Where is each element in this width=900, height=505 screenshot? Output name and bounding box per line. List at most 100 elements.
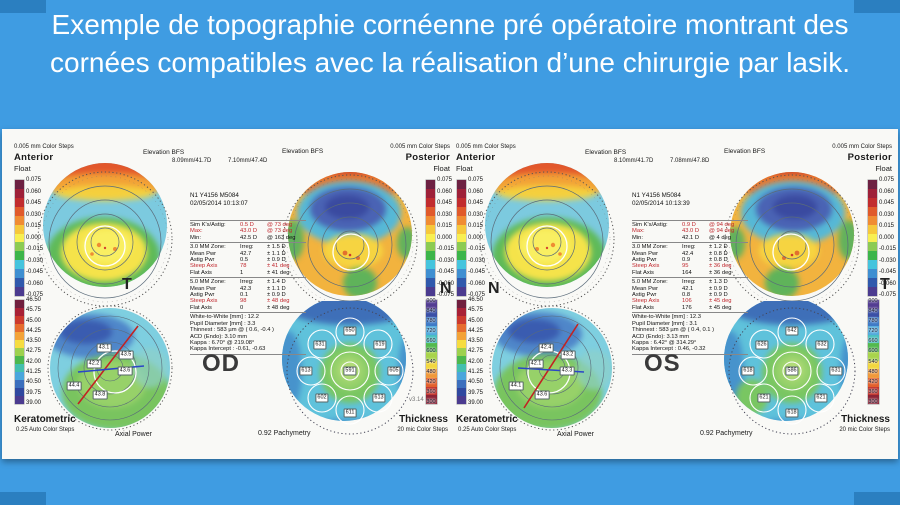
colorbar-segment bbox=[457, 300, 466, 308]
pachymetry-label: 0.92 Pachymetry bbox=[258, 430, 311, 437]
colorbar-segment bbox=[15, 356, 24, 364]
pachymetry-value-tag: 613 bbox=[299, 366, 313, 376]
scale-tick-label: 44.25 bbox=[26, 327, 42, 334]
scale-tick-label: 420 bbox=[426, 378, 436, 385]
bfs-back-value: 7.08mm/47.8D bbox=[670, 158, 710, 164]
scale-tick-label: -0.045 bbox=[437, 269, 455, 275]
elevation-bfs-label-back: Elevation BFS bbox=[724, 148, 766, 155]
colorbar-segment bbox=[868, 378, 879, 387]
scale-tick-label: -0.075 bbox=[437, 292, 455, 298]
stat-row: Flat Axis 0 ± 48 deg bbox=[190, 304, 290, 311]
info-row: ACD (Endo): 3.10 mm bbox=[190, 333, 248, 340]
colorbar-segment bbox=[426, 386, 437, 396]
corner-tab-top-right bbox=[854, 0, 900, 13]
colorbar-segment bbox=[457, 372, 466, 380]
scale-tick-label: 660 bbox=[868, 338, 878, 345]
scale-tick-label: 540 bbox=[868, 358, 878, 365]
stat-row: Astig Pwr 0.9 ± 0.8 D bbox=[632, 257, 728, 264]
keratometric-steps-label: 0.25 Auto Color Steps bbox=[16, 427, 75, 433]
colorbar-segment bbox=[457, 396, 466, 404]
stat-row: 3.0 MM Zone: Irreg: ± 1.5 D bbox=[190, 244, 286, 251]
temporal-label: T bbox=[880, 276, 890, 293]
colorbar-segment bbox=[15, 372, 24, 380]
posterior-elevation-map bbox=[717, 165, 867, 315]
patient-id: N1 Y4156 M5084 bbox=[190, 192, 239, 199]
thickness-steps-label: 20 mic Color Steps bbox=[839, 427, 890, 433]
anterior-map-title: Anterior bbox=[456, 152, 496, 163]
colorbar-segment bbox=[868, 300, 879, 309]
pachymetry-value-tag: 642 bbox=[785, 326, 799, 336]
posterior-elevation-scale-labels: 0.075 0.060 0.045 0.030 0.015 0.000 -0.015 -0.0… bbox=[437, 177, 463, 298]
scale-tick-label: -0.075 bbox=[879, 292, 897, 298]
scale-tick-label: -0.045 bbox=[26, 269, 44, 275]
pachymetry-value-tag: 619 bbox=[373, 340, 387, 350]
scale-tick-label: 480 bbox=[868, 368, 878, 375]
thickness-colorbar bbox=[868, 300, 879, 405]
stat-row: Steep Axis 98 ± 48 deg bbox=[190, 298, 290, 305]
colorbar-segment bbox=[868, 308, 879, 318]
stat-row: Astig Pwr 0.1 ± 0.9 D bbox=[190, 292, 286, 299]
colorbar-segment bbox=[426, 352, 437, 361]
colorbar-segment bbox=[15, 380, 24, 388]
pachymetry-value-tag: 650 bbox=[343, 326, 357, 336]
colorbar-segment bbox=[457, 287, 466, 296]
scale-tick-label: 45.00 bbox=[26, 317, 42, 324]
colorbar-segment bbox=[868, 180, 877, 189]
scale-tick-label: 0.000 bbox=[26, 234, 42, 241]
scale-tick-label: 39.00 bbox=[26, 399, 42, 406]
scale-tick-label: 0.060 bbox=[437, 188, 453, 195]
scale-tick-label: 300 bbox=[868, 398, 878, 405]
scale-tick-label: -0.030 bbox=[879, 257, 897, 264]
pachymetry-value-tag: 632 bbox=[815, 340, 829, 350]
scale-tick-label: -0.030 bbox=[437, 257, 455, 264]
anterior-float-label: Float bbox=[456, 164, 473, 173]
anterior-elevation-scale-labels: 0.075 0.060 0.045 0.030 0.015 0.000 -0.015 -0.0… bbox=[26, 177, 52, 298]
keratometry-value-tag: 43.6 bbox=[534, 390, 550, 400]
stat-row: Steep Axis 95 ± 36 deg bbox=[632, 263, 732, 270]
anterior-elevation-map bbox=[30, 162, 180, 312]
scale-tick-label: 0.000 bbox=[879, 234, 895, 241]
scale-tick-label: -0.015 bbox=[879, 246, 897, 252]
colorbar-segment bbox=[15, 364, 24, 372]
pachymetry-label: 0.92 Pachymetry bbox=[700, 430, 753, 437]
colorbar-segment bbox=[15, 224, 24, 234]
colorbar-segment bbox=[426, 326, 437, 335]
keratometric-title: Keratometric bbox=[14, 414, 76, 425]
colorbar-segment bbox=[15, 332, 24, 340]
scale-tick-label: 840 bbox=[868, 308, 878, 315]
thickness-colorbar bbox=[426, 300, 437, 405]
scale-tick-label: 0.045 bbox=[26, 200, 42, 206]
scale-tick-label: 0.045 bbox=[437, 200, 453, 206]
info-row: Kappa Intercept : -0.61, -0.63 bbox=[190, 346, 266, 353]
colorbar-segment bbox=[426, 269, 435, 279]
anterior-float-label: Float bbox=[14, 164, 31, 173]
colorbar-segment bbox=[457, 269, 466, 279]
colorbar-segment bbox=[457, 340, 466, 348]
scale-tick-label: 45.75 bbox=[468, 307, 484, 314]
exam-datetime: 02/05/2014 10:13:07 bbox=[190, 199, 248, 207]
colorbar-segment bbox=[15, 233, 24, 243]
pachymetry-value-tag: 586 bbox=[785, 366, 799, 376]
bfs-front-value: 8.09mm/41.7D bbox=[172, 158, 212, 164]
scale-tick-label: 0.030 bbox=[26, 211, 42, 218]
colorbar-segment bbox=[457, 215, 466, 225]
colorbar-segment bbox=[457, 332, 466, 340]
colorbar-segment bbox=[15, 251, 24, 261]
colorbar-segment bbox=[15, 260, 24, 270]
pachymetry-value-tag: 605 bbox=[387, 366, 401, 376]
scale-tick-label: 43.50 bbox=[26, 338, 42, 345]
colorbar-segment bbox=[457, 380, 466, 388]
thickness-scale-labels: 900 840 780 720 660 600 540 480 420 360 300 bbox=[864, 298, 882, 405]
keratometry-value-tag: 42.4 bbox=[538, 343, 554, 353]
colorbar-segment bbox=[15, 388, 24, 396]
anterior-elevation-colorbar bbox=[457, 180, 466, 296]
stat-row: Mean Pwr 42.4 ± 0.8 D bbox=[632, 250, 728, 257]
colorbar-segment bbox=[868, 287, 877, 296]
scale-tick-label: 480 bbox=[426, 368, 436, 375]
colorbar-segment bbox=[457, 188, 466, 198]
stat-row: Mean Pwr 42.3 ± 1.1 D bbox=[190, 285, 286, 292]
anterior-elevation-map-image bbox=[472, 162, 622, 312]
posterior-map-title: Posterior bbox=[847, 152, 892, 163]
colorbar-segment bbox=[426, 188, 435, 198]
posterior-elevation-colorbar bbox=[426, 180, 435, 296]
